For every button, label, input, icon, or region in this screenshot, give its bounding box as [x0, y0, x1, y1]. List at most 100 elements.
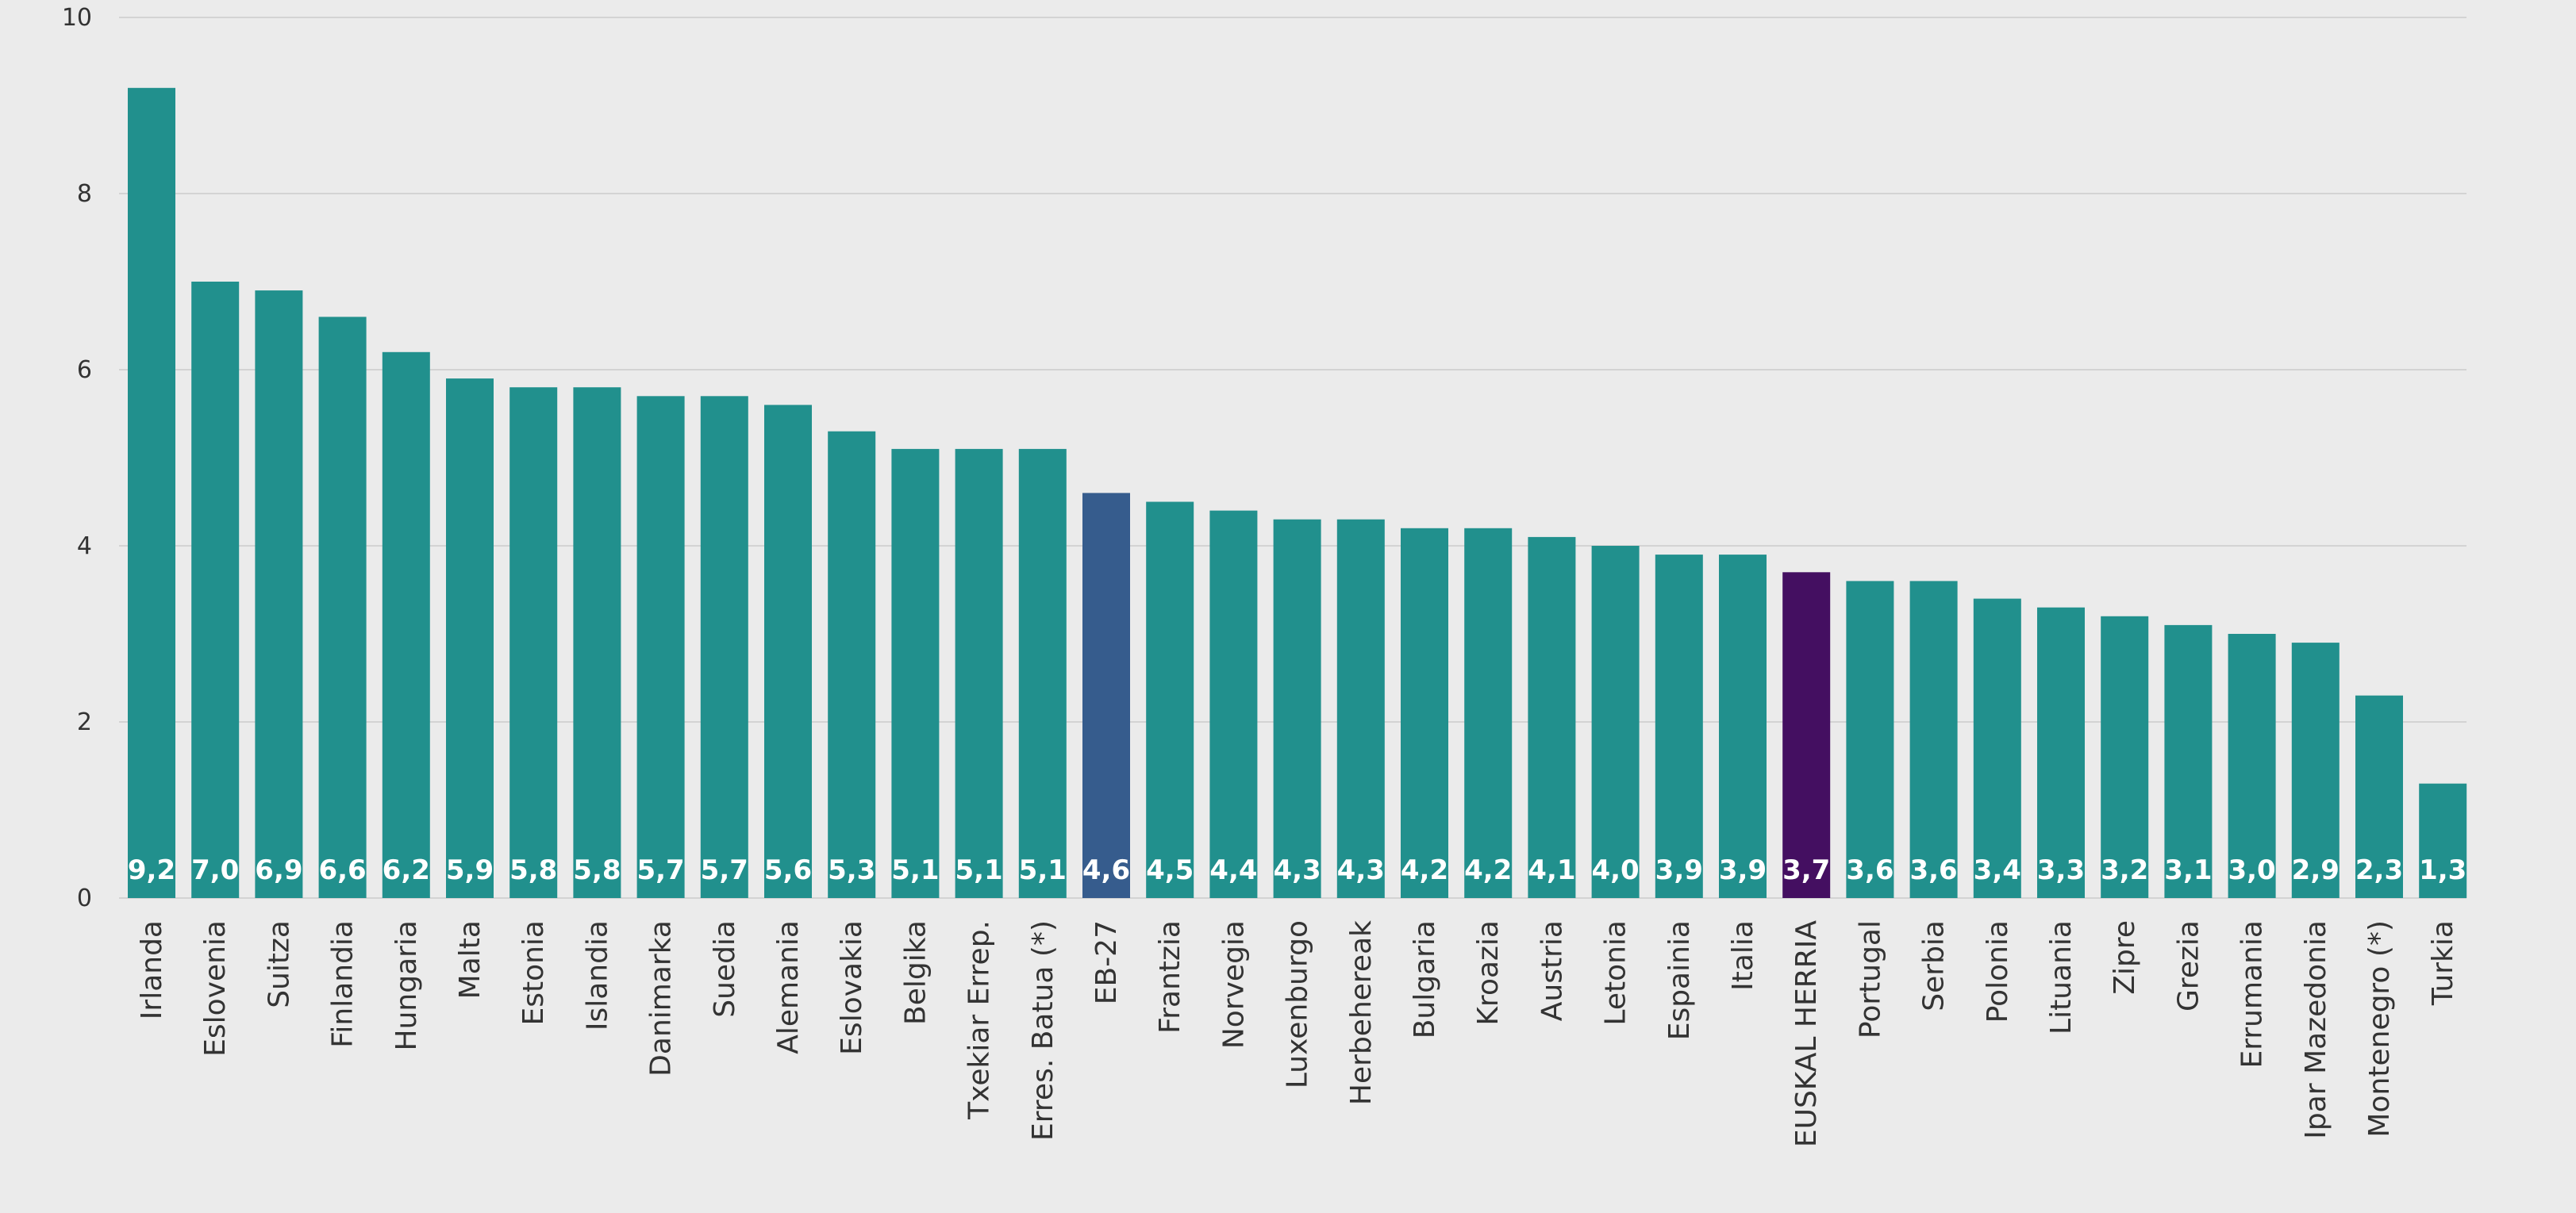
bar-value-label: 4,1	[1528, 854, 1575, 886]
bar-value-label: 3,3	[2037, 854, 2085, 886]
bar-value-label: 6,9	[255, 854, 302, 886]
bar-value-label: 3,6	[1909, 854, 1957, 886]
bar-value-label: 5,6	[764, 854, 812, 886]
bar	[1655, 555, 1703, 898]
bar	[1401, 528, 1448, 898]
bar	[1909, 581, 1958, 898]
bar-value-label: 9,2	[128, 854, 175, 886]
bar	[955, 448, 1003, 898]
bar-value-label: 7,0	[191, 854, 239, 886]
bar	[2228, 634, 2276, 898]
bar	[318, 317, 367, 898]
x-category-label: Eslovenia	[199, 920, 232, 1057]
x-category-label: Italia	[1727, 920, 1759, 991]
bar	[2419, 783, 2467, 898]
bar	[1591, 546, 1640, 898]
bar	[636, 396, 685, 898]
bar-value-label: 6,2	[383, 854, 430, 886]
bar-value-label: 3,9	[1655, 854, 1703, 886]
bar	[191, 282, 240, 898]
bar-value-label: 3,9	[1719, 854, 1767, 886]
x-category-label: Malta	[454, 920, 486, 999]
x-category-label: Estonia	[517, 920, 550, 1026]
bar	[1719, 555, 1767, 898]
x-category-label: EUSKAL HERRIA	[1790, 920, 1823, 1148]
bar	[700, 396, 748, 898]
bar	[1336, 519, 1385, 898]
y-tick-label: 2	[77, 708, 92, 736]
y-tick-label: 6	[77, 356, 92, 384]
x-category-label: Frantzia	[1154, 920, 1186, 1034]
bar-value-label: 3,2	[2101, 854, 2148, 886]
bar	[446, 378, 494, 899]
bar-value-label: 4,2	[1464, 854, 1512, 886]
x-category-label: Alemania	[772, 920, 805, 1054]
bar-value-label: 5,7	[636, 854, 684, 886]
x-category-label: Portugal	[1854, 920, 1886, 1038]
bar-value-label: 5,8	[509, 854, 557, 886]
x-category-label: Danimarka	[645, 920, 678, 1077]
bar	[573, 387, 621, 898]
bar-value-label: 6,6	[318, 854, 366, 886]
y-tick-label: 10	[62, 4, 92, 32]
bar-value-label: 5,1	[891, 854, 939, 886]
bar	[2291, 643, 2340, 898]
bar	[1464, 528, 1513, 898]
bar	[2101, 616, 2149, 898]
bar-value-label: 3,1	[2164, 854, 2212, 886]
bar-value-label: 3,4	[1974, 854, 2021, 886]
bars	[128, 87, 2467, 899]
x-category-label: Letonia	[1600, 920, 1632, 1026]
x-category-label: Turkia	[2427, 920, 2459, 1006]
y-axis-ticks: 0 2 4 6 8 10	[62, 4, 92, 912]
bar	[1528, 536, 1576, 898]
bar-value-label: 4,3	[1273, 854, 1321, 886]
bar	[382, 351, 430, 898]
bar-value-label: 5,1	[1019, 854, 1067, 886]
bar-value-label: 5,9	[446, 854, 494, 886]
bar-value-label: 5,8	[573, 854, 621, 886]
bar	[764, 405, 812, 898]
x-category-label: Islandia	[581, 920, 613, 1031]
x-category-label: Polonia	[1982, 920, 2014, 1023]
x-category-label: Errumania	[2236, 920, 2269, 1069]
x-category-label: Lituania	[2045, 920, 2078, 1035]
bar	[1209, 510, 1258, 898]
x-axis-labels: Irlanda Eslovenia Suitza Finlandia Hungaria M…	[136, 920, 2459, 1148]
x-category-label: Zipre	[2109, 920, 2141, 995]
x-category-label: Austria	[1536, 920, 1568, 1021]
x-category-label: Erres. Batua (*)	[1027, 920, 1059, 1141]
x-category-label: Espainia	[1663, 920, 1696, 1040]
bar-value-label: 3,6	[1846, 854, 1894, 886]
bar-value-label: 4,6	[1082, 854, 1130, 886]
bar	[828, 431, 876, 898]
y-tick-label: 4	[77, 532, 92, 560]
bar	[1973, 598, 2021, 898]
bar	[2355, 695, 2403, 898]
y-tick-label: 0	[77, 885, 92, 912]
bar-value-label: 3,7	[1782, 854, 1830, 886]
x-category-label: Bulgaria	[1409, 920, 1441, 1038]
bar	[509, 387, 558, 898]
bar-value-label: 4,3	[1337, 854, 1385, 886]
value-labels: 9,2 7,0 6,9 6,6 6,2 5,9 5,8 5,8 5,7 5,7 5,6 5,3 5,1 5…	[128, 854, 2466, 886]
x-category-label: Suedia	[709, 920, 741, 1018]
x-category-label: Irlanda	[136, 920, 168, 1019]
bar	[1146, 501, 1194, 898]
x-category-label: Norvegia	[1217, 920, 1250, 1049]
bar	[255, 290, 303, 899]
x-category-label: Kroazia	[1472, 920, 1505, 1026]
bar	[1273, 519, 1321, 898]
bar-value-label: 5,1	[955, 854, 1002, 886]
bar-value-label: 1,3	[2419, 854, 2466, 886]
x-category-label: Herbehereak	[1345, 920, 1378, 1105]
x-category-label: Hungaria	[390, 920, 423, 1050]
x-category-label: Txekiar Errep.	[963, 920, 996, 1120]
bar-value-label: 2,3	[2355, 854, 2403, 886]
bar-value-label: 4,2	[1401, 854, 1448, 886]
bar	[1082, 493, 1130, 898]
x-category-label: Serbia	[1918, 920, 1951, 1011]
x-category-label: Grezia	[2172, 920, 2205, 1011]
y-tick-label: 8	[77, 180, 92, 208]
